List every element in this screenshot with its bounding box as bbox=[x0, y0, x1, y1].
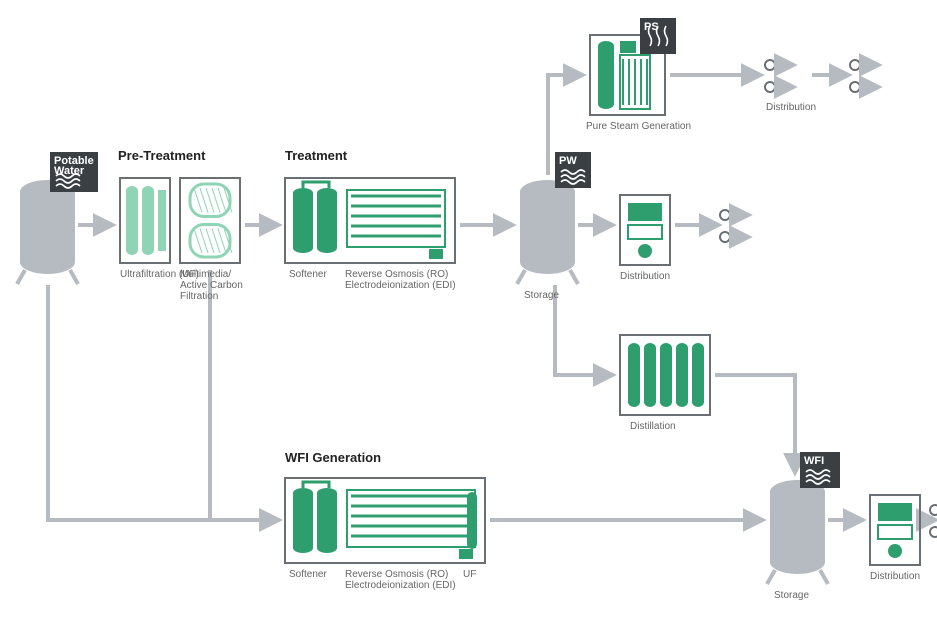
flow-arrow bbox=[715, 375, 795, 472]
svg-text:Distribution: Distribution bbox=[620, 271, 670, 282]
svg-text:Softener: Softener bbox=[289, 569, 327, 580]
svg-text:Softener: Softener bbox=[289, 269, 327, 280]
treatment-unit bbox=[285, 478, 485, 563]
storage-tank bbox=[517, 180, 578, 284]
svg-text:Storage: Storage bbox=[774, 590, 809, 601]
distribution-panel bbox=[620, 195, 670, 265]
flow-arrow bbox=[210, 270, 278, 520]
svg-text:Treatment: Treatment bbox=[285, 148, 348, 163]
svg-text:Multimedia/: Multimedia/ bbox=[180, 269, 231, 280]
storage-tank bbox=[767, 480, 828, 584]
badge: PW bbox=[555, 152, 591, 188]
treatment-unit bbox=[285, 178, 455, 263]
badge: WFI bbox=[800, 452, 840, 488]
svg-text:WFI Generation: WFI Generation bbox=[285, 450, 381, 465]
svg-text:PW: PW bbox=[559, 155, 577, 167]
svg-text:Storage: Storage bbox=[524, 290, 559, 301]
flow-arrow bbox=[555, 285, 612, 375]
ultrafiltration bbox=[120, 178, 170, 263]
point-of-use bbox=[765, 60, 793, 92]
distillation bbox=[620, 335, 710, 415]
svg-text:WFI: WFI bbox=[804, 455, 824, 467]
svg-text:Distribution: Distribution bbox=[870, 571, 920, 582]
svg-text:Active Carbon: Active Carbon bbox=[180, 280, 243, 291]
svg-text:Reverse Osmosis (RO): Reverse Osmosis (RO) bbox=[345, 569, 448, 580]
carbon-filtration bbox=[180, 178, 240, 263]
badge: PS bbox=[640, 18, 676, 54]
svg-text:Distillation: Distillation bbox=[630, 421, 676, 432]
point-of-use bbox=[850, 60, 878, 92]
svg-text:Electrodeionization (EDI): Electrodeionization (EDI) bbox=[345, 280, 456, 291]
distribution-panel bbox=[870, 495, 920, 565]
badge: PotableWater bbox=[50, 152, 98, 192]
process-flow-diagram: Pre-Treatment Treatment WFI Generation Pota… bbox=[0, 0, 937, 623]
point-of-use bbox=[720, 210, 748, 242]
svg-text:Distribution: Distribution bbox=[766, 102, 816, 113]
svg-text:Pure Steam Generation: Pure Steam Generation bbox=[586, 121, 691, 132]
flow-arrow bbox=[48, 285, 278, 520]
svg-text:Filtration: Filtration bbox=[180, 291, 218, 302]
svg-text:UF: UF bbox=[463, 569, 476, 580]
svg-text:Reverse Osmosis (RO): Reverse Osmosis (RO) bbox=[345, 269, 448, 280]
svg-text:Pre-Treatment: Pre-Treatment bbox=[118, 148, 206, 163]
storage-tank bbox=[17, 180, 78, 284]
svg-text:Electrodeionization (EDI): Electrodeionization (EDI) bbox=[345, 580, 456, 591]
